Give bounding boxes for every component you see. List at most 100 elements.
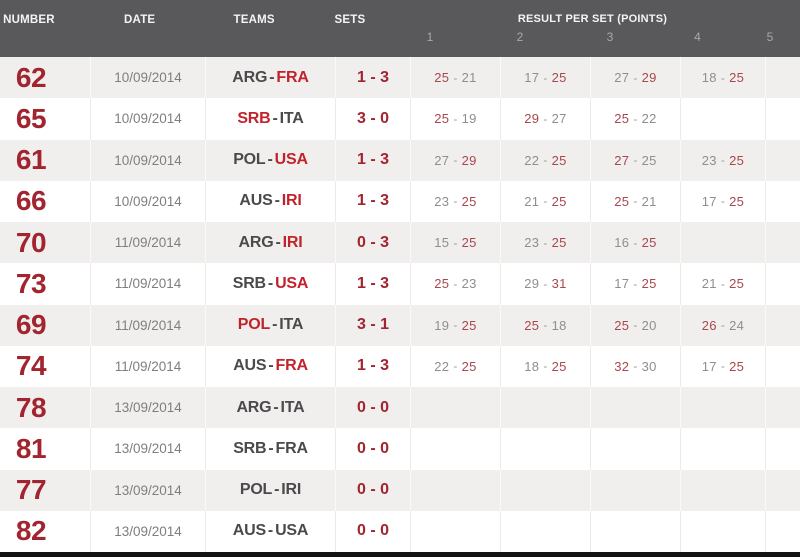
team-1: SRB bbox=[233, 439, 267, 457]
set-points-separator: - bbox=[633, 70, 638, 85]
match-number: 81 bbox=[15, 432, 47, 464]
set-points-team-1: 17 bbox=[701, 358, 717, 374]
set-points-team-1: 25 bbox=[614, 111, 630, 127]
match-sets-score: 0 - 0 bbox=[335, 469, 410, 511]
header-date: DATE bbox=[124, 14, 156, 26]
team-2: FRA bbox=[275, 357, 308, 375]
set-2-result: 25-18 bbox=[500, 304, 590, 346]
team-1: AUS bbox=[232, 522, 266, 540]
set-1-result bbox=[410, 387, 500, 429]
teams-dash-separator: - bbox=[268, 357, 274, 375]
set-5-result bbox=[765, 387, 800, 429]
set-1-result: 22-25 bbox=[410, 345, 500, 387]
set-2-result bbox=[500, 510, 590, 552]
match-date: 11/09/2014 bbox=[90, 263, 205, 305]
set-points-team-1: 26 bbox=[701, 317, 717, 333]
set-points-separator: - bbox=[453, 194, 458, 209]
team-1: ARG bbox=[236, 398, 272, 416]
set-points-team-2: 25 bbox=[729, 193, 745, 209]
set-points-team-1: 22 bbox=[434, 358, 450, 374]
match-sets-score: 0 - 3 bbox=[335, 222, 410, 264]
teams-dash-separator: - bbox=[267, 151, 273, 169]
set-points-separator: - bbox=[453, 235, 458, 250]
match-sets-score: 1 - 3 bbox=[335, 345, 410, 387]
set-points-separator: - bbox=[453, 153, 458, 168]
match-number: 70 bbox=[15, 226, 47, 258]
set-4-result: 26-24 bbox=[680, 304, 765, 346]
match-teams: AUS - FRA bbox=[205, 345, 335, 387]
match-teams: SRB - ITA bbox=[205, 98, 335, 140]
header-number: NUMBER bbox=[3, 14, 55, 26]
set-points-separator: - bbox=[720, 318, 726, 333]
set-points-separator: - bbox=[633, 276, 638, 291]
match-teams: ARG - FRA bbox=[205, 57, 335, 99]
set-points-team-2: 20 bbox=[641, 317, 657, 333]
match-teams: POL - USA bbox=[205, 139, 335, 181]
match-sets-score: 0 - 0 bbox=[335, 428, 410, 470]
match-number: 69 bbox=[15, 309, 47, 341]
set-2-result: 17-25 bbox=[500, 57, 590, 99]
match-date: 13/09/2014 bbox=[90, 510, 205, 552]
match-row: 74 11/09/2014 AUS - FRA 1 - 3 22-25 18-25… bbox=[0, 345, 800, 387]
team-2: USA bbox=[274, 151, 308, 169]
set-points-team-2: 21 bbox=[461, 70, 477, 86]
set-points-team-1: 27 bbox=[434, 152, 450, 168]
teams-dash-separator: - bbox=[273, 398, 279, 416]
set-points-team-2: 31 bbox=[551, 276, 567, 292]
teams-dash-separator: - bbox=[275, 233, 281, 251]
teams-dash-separator: - bbox=[272, 109, 278, 127]
set-3-result: 25-22 bbox=[590, 98, 680, 140]
set-points-separator: - bbox=[720, 194, 726, 209]
set-1-result: 25-19 bbox=[410, 98, 500, 140]
set-5-result bbox=[765, 510, 800, 552]
set-points-team-1: 22 bbox=[524, 152, 540, 168]
set-points-separator: - bbox=[453, 276, 458, 291]
match-date: 11/09/2014 bbox=[90, 345, 205, 387]
set-points-team-1: 23 bbox=[701, 152, 717, 168]
teams-dash-separator: - bbox=[272, 316, 278, 334]
team-2: USA bbox=[275, 522, 309, 540]
set-5-result bbox=[765, 222, 800, 264]
match-sets-score: 0 - 0 bbox=[335, 510, 410, 552]
set-2-result: 22-25 bbox=[500, 139, 590, 181]
team-2: ITA bbox=[279, 109, 304, 127]
set-4-result: 17-25 bbox=[680, 180, 765, 222]
set-4-result bbox=[680, 222, 765, 264]
set-1-result: 23-25 bbox=[410, 180, 500, 222]
set-4-result: 21-25 bbox=[680, 263, 765, 305]
set-points-team-2: 29 bbox=[641, 70, 657, 86]
set-points-team-2: 21 bbox=[641, 193, 657, 209]
match-teams: SRB - FRA bbox=[205, 428, 335, 470]
match-row: 81 13/09/2014 SRB - FRA 0 - 0 bbox=[0, 428, 800, 470]
set-points-team-2: 23 bbox=[461, 276, 477, 292]
header-set-col-4: 4 bbox=[694, 30, 701, 44]
set-1-result: 27-29 bbox=[410, 139, 500, 181]
match-sets-score: 0 - 0 bbox=[335, 387, 410, 429]
team-2: IRI bbox=[281, 192, 302, 210]
match-teams: AUS - USA bbox=[205, 510, 335, 552]
set-2-result: 23-25 bbox=[500, 222, 590, 264]
set-3-result: 32-30 bbox=[590, 345, 680, 387]
match-number: 66 bbox=[15, 185, 47, 217]
set-1-result: 25-21 bbox=[410, 57, 500, 99]
set-points-team-2: 25 bbox=[551, 193, 567, 209]
match-date: 13/09/2014 bbox=[90, 387, 205, 429]
team-1: POL bbox=[237, 316, 271, 334]
match-number: 62 bbox=[15, 61, 47, 93]
set-points-team-1: 27 bbox=[614, 70, 630, 86]
match-date: 13/09/2014 bbox=[90, 469, 205, 511]
set-3-result: 17-25 bbox=[590, 263, 680, 305]
set-points-separator: - bbox=[633, 235, 638, 250]
set-points-team-1: 29 bbox=[524, 111, 540, 127]
set-3-result bbox=[590, 469, 680, 511]
set-4-result: 18-25 bbox=[680, 57, 765, 99]
team-1: ARG bbox=[238, 233, 274, 251]
set-points-team-1: 19 bbox=[434, 317, 450, 333]
match-number: 74 bbox=[15, 350, 47, 382]
set-4-result bbox=[680, 428, 765, 470]
set-points-separator: - bbox=[543, 153, 548, 168]
set-points-team-1: 32 bbox=[614, 358, 630, 374]
set-points-separator: - bbox=[633, 194, 638, 209]
set-points-separator: - bbox=[543, 318, 548, 333]
